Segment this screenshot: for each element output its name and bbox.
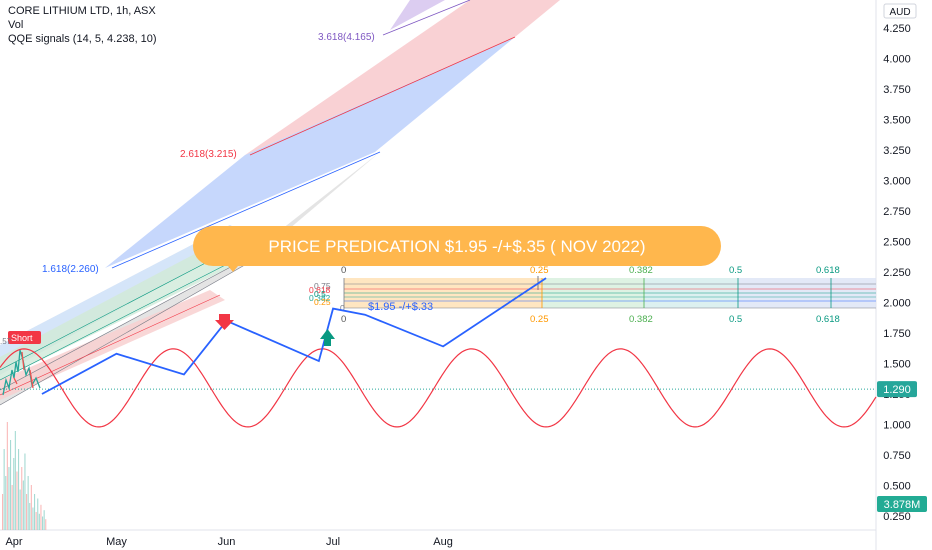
fib-band-purple: [390, 0, 470, 30]
fib-time-top-0: 0: [341, 265, 346, 276]
y-tick-label: 4.000: [883, 54, 911, 66]
fib-line-green-b: [0, 254, 246, 381]
fib-time-top-05: 0.5: [729, 265, 742, 276]
fib-line-green-a: [0, 244, 241, 371]
volume-badge: [877, 496, 927, 512]
candles: [2, 349, 41, 396]
y-tick-label: 3.750: [883, 84, 911, 96]
fib-ext-label-3618: 3.618(4.165): [318, 32, 375, 43]
fib-price-label-0: 0: [340, 303, 345, 313]
fib-ext-label-2618: 2.618(3.215): [180, 149, 237, 160]
svg-text:.57: .57: [0, 337, 12, 346]
y-tick-label: 3.250: [883, 145, 911, 157]
y-tick-label: 0.500: [883, 481, 911, 493]
current-price-badge: [877, 381, 917, 398]
y-tick-label: 3.500: [883, 115, 911, 127]
fib-line-1618: [111, 151, 381, 269]
price-badges: 1.290 3.878M: [877, 381, 927, 512]
fib-price-label-0618: 0.618: [309, 285, 331, 295]
price-axis: 0.2500.5000.7501.0001.2501.5001.7502.000…: [875, 0, 917, 550]
y-tick-label: 1.500: [883, 359, 911, 371]
svg-text:3.878M: 3.878M: [884, 499, 921, 511]
y-tick-label: 4.250: [883, 23, 911, 35]
short-signal-tag: Short .57: [0, 331, 41, 346]
fib-time-top-0382: 0.382: [629, 265, 653, 276]
fib-price-label-05: 0.5: [314, 289, 326, 299]
fib-band-green: [0, 230, 245, 380]
y-tick-label: 1.000: [883, 420, 911, 432]
chart-legend: CORE LITHIUM LTD, 1h, ASX Vol QQE signal…: [8, 4, 157, 46]
y-tick-label: 0.250: [883, 511, 911, 523]
candle-wicks-red: [13, 351, 34, 389]
symbol-title[interactable]: CORE LITHIUM LTD, 1h, ASX: [8, 5, 156, 17]
fib-time-zone: 0 0.25 0.382 0.5 0.618 0 0.25 0.382 0.5 …: [309, 265, 876, 325]
fib-band-blue: [105, 37, 515, 268]
fib-line-2618: [249, 36, 516, 156]
y-tick-label: 3.000: [883, 176, 911, 188]
fib-band-lightblue: [0, 225, 240, 357]
volume-legend[interactable]: Vol: [8, 19, 24, 31]
signal-arrows: [215, 314, 335, 346]
y-tick-label: 2.000: [883, 298, 911, 310]
x-tick-label: Aug: [433, 536, 453, 548]
fib-line-grey-a: [0, 261, 241, 391]
x-tick-label: May: [106, 536, 127, 548]
fib-band-red: [245, 0, 560, 155]
y-tick-label: 2.250: [883, 267, 911, 279]
fib-line-grey-b: [0, 261, 251, 406]
fib-time-bot-0382: 0.382: [629, 314, 653, 325]
fib-time-bot-025: 0.25: [530, 314, 549, 325]
target-label: $1.95 -/+$.33: [368, 301, 433, 313]
x-tick-label: Jul: [326, 536, 340, 548]
x-tick-label: Jun: [218, 536, 236, 548]
fib-ext-label-1618: 1.618(2.260): [42, 264, 99, 275]
volume-bars: [2, 422, 47, 530]
x-tick-label: Apr: [5, 536, 22, 548]
fib-time-bot-05: 0.5: [729, 314, 742, 325]
fib-line-3618: [382, 0, 471, 36]
fib-time-bot-0: 0: [341, 314, 346, 325]
arrow-down-icon: [215, 314, 234, 330]
svg-text:Short: Short: [11, 333, 33, 343]
y-tick-label: 0.750: [883, 450, 911, 462]
prediction-line: [41, 277, 547, 395]
indicator-legend[interactable]: QQE signals (14, 5, 4.238, 10): [8, 33, 157, 45]
fib-time-bot-0618: 0.618: [816, 314, 840, 325]
sine-wave: [0, 348, 877, 428]
fib-price-label-0382: 0.382: [309, 293, 331, 303]
svg-text:1.290: 1.290: [883, 384, 911, 396]
arrow-up-icon: [320, 329, 335, 346]
svg-text:PRICE PREDICATION $1.95 -/+$.3: PRICE PREDICATION $1.95 -/+$.35 ( NOV 20…: [268, 237, 645, 256]
fib-time-top-0618: 0.618: [816, 265, 840, 276]
time-axis: Apr May Jun Jul Aug: [0, 529, 876, 548]
y-tick-label: 1.750: [883, 328, 911, 340]
fib-extension: 1.618(2.260) 2.618(3.215) 3.618(4.165): [0, 0, 560, 406]
y-tick-label: 2.750: [883, 206, 911, 218]
fib-price-label-075: 0.75: [314, 281, 331, 291]
fib-time-top-025: 0.25: [530, 265, 549, 276]
prediction-banner: PRICE PREDICATION $1.95 -/+$.35 ( NOV 20…: [193, 226, 721, 272]
fib-price-label-025: 0.25: [314, 297, 331, 307]
prediction-series: [41, 277, 547, 395]
y-tick-label: 2.500: [883, 237, 911, 249]
currency-label: AUD: [889, 7, 910, 18]
